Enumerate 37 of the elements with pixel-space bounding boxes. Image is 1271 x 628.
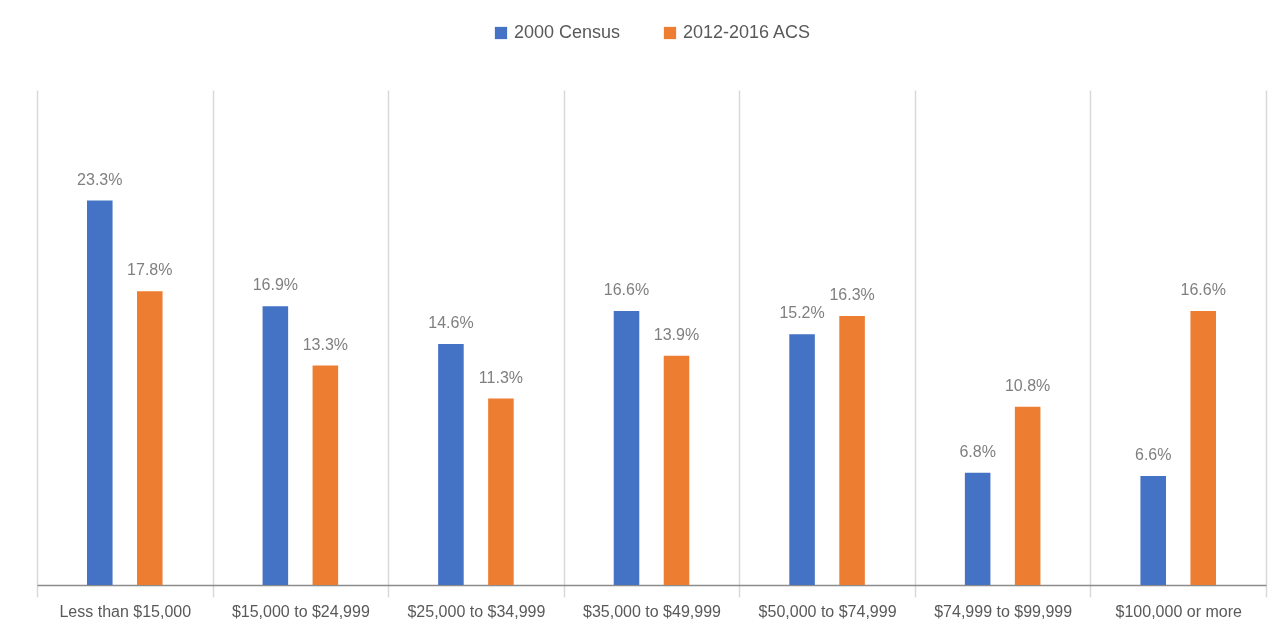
data-label: 17.8% [127, 261, 173, 279]
data-label: 16.9% [252, 276, 299, 294]
bar [789, 334, 815, 585]
data-label: 13.9% [653, 325, 700, 343]
bar [488, 398, 514, 585]
data-label: 6.8% [959, 442, 996, 460]
x-tick-label: $15,000 to $24,999 [231, 602, 370, 620]
x-tick-label: Less than $15,000 [59, 602, 192, 620]
data-label: 10.8% [1004, 376, 1051, 394]
x-tick-label: $25,000 to $34,999 [407, 602, 546, 620]
data-label: 11.3% [478, 368, 524, 386]
data-label: 14.6% [428, 314, 474, 332]
bar [438, 344, 464, 585]
data-label: 23.3% [77, 170, 123, 188]
bar [312, 365, 339, 585]
data-label: 16.3% [829, 286, 875, 304]
bar [262, 306, 289, 585]
bar [1140, 476, 1166, 585]
legend-label: 2012-2016 ACS [683, 22, 811, 42]
bar [1190, 311, 1216, 585]
data-label: 6.6% [1134, 446, 1172, 464]
x-tick-label: $35,000 to $49,999 [583, 602, 722, 620]
data-label: 16.6% [603, 281, 650, 299]
bar [839, 316, 865, 585]
bar [964, 472, 991, 585]
bar [1014, 406, 1041, 585]
bar [663, 355, 690, 585]
x-tick-label: $100,000 or more [1115, 602, 1242, 620]
x-tick-label: $74,999 to $99,999 [934, 602, 1073, 620]
bar [137, 291, 163, 585]
data-label: 13.3% [302, 335, 349, 353]
data-label: 15.2% [779, 304, 825, 322]
data-label: 16.6% [1180, 281, 1226, 299]
bar [613, 311, 640, 585]
x-tick-label: $50,000 to $74,999 [758, 602, 897, 620]
bar [87, 200, 113, 585]
legend-label: 2000 Census [514, 22, 621, 42]
